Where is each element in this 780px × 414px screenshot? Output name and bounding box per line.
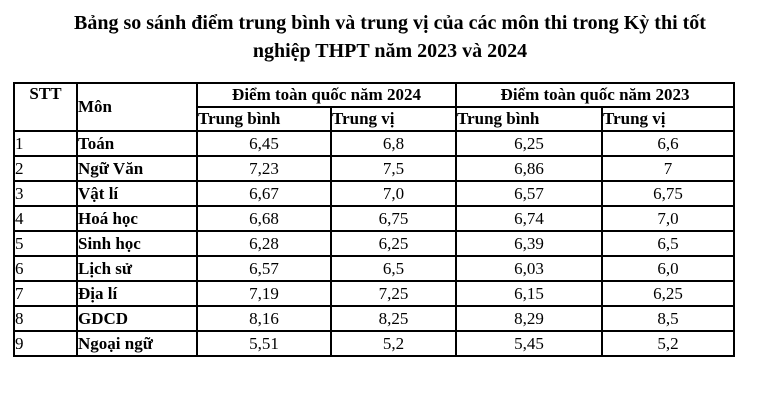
cell-stt: 4 [13, 205, 78, 232]
cell-subject: Hoá học [76, 205, 198, 232]
cell-mean-2024: 6,28 [196, 230, 332, 257]
cell-subject: Ngữ Văn [76, 155, 198, 182]
cell-mean-2023: 6,86 [455, 155, 603, 182]
cell-median-2023: 6,25 [601, 280, 735, 307]
cell-mean-2023: 6,15 [455, 280, 603, 307]
cell-subject: Ngoại ngữ [76, 330, 198, 357]
header-group-2024: Điểm toàn quốc năm 2024 [196, 82, 457, 108]
cell-mean-2024: 7,19 [196, 280, 332, 307]
cell-mean-2024: 6,68 [196, 205, 332, 232]
cell-median-2024: 6,25 [330, 230, 457, 257]
title-line-2: nghiệp THPT năm 2023 và 2024 [252, 40, 528, 62]
cell-median-2023: 6,6 [601, 130, 735, 157]
cell-subject: Địa lí [76, 280, 198, 307]
cell-mean-2023: 6,25 [455, 130, 603, 157]
header-median-2023: Trung vị [601, 106, 735, 132]
table-row: 2 Ngữ Văn 7,23 7,5 6,86 7 [13, 155, 735, 182]
cell-mean-2023: 6,74 [455, 205, 603, 232]
cell-subject: Vật lí [76, 180, 198, 207]
cell-mean-2023: 6,03 [455, 255, 603, 282]
table-row: 1 Toán 6,45 6,8 6,25 6,6 [13, 130, 735, 157]
cell-median-2024: 5,2 [330, 330, 457, 357]
cell-stt: 5 [13, 230, 78, 257]
cell-median-2024: 6,75 [330, 205, 457, 232]
cell-mean-2024: 6,57 [196, 255, 332, 282]
cell-median-2024: 6,8 [330, 130, 457, 157]
cell-stt: 7 [13, 280, 78, 307]
cell-mean-2024: 5,51 [196, 330, 332, 357]
table-row: 8 GDCD 8,16 8,25 8,29 8,5 [13, 305, 735, 332]
cell-median-2023: 6,0 [601, 255, 735, 282]
cell-median-2023: 6,5 [601, 230, 735, 257]
cell-subject: Toán [76, 130, 198, 157]
table-row: 9 Ngoại ngữ 5,51 5,2 5,45 5,2 [13, 330, 735, 357]
scores-comparison-table: STT Môn Điểm toàn quốc năm 2024 Điểm toà… [13, 82, 735, 357]
header-group-2023: Điểm toàn quốc năm 2023 [455, 82, 735, 108]
header-stt: STT [13, 82, 78, 132]
cell-mean-2023: 6,57 [455, 180, 603, 207]
cell-stt: 1 [13, 130, 78, 157]
cell-median-2023: 5,2 [601, 330, 735, 357]
cell-stt: 3 [13, 180, 78, 207]
cell-median-2023: 6,75 [601, 180, 735, 207]
cell-mean-2023: 6,39 [455, 230, 603, 257]
cell-stt: 9 [13, 330, 78, 357]
cell-median-2024: 7,0 [330, 180, 457, 207]
cell-median-2024: 8,25 [330, 305, 457, 332]
cell-median-2024: 6,5 [330, 255, 457, 282]
cell-mean-2023: 5,45 [455, 330, 603, 357]
header-mon: Môn [76, 82, 198, 132]
cell-median-2024: 7,5 [330, 155, 457, 182]
cell-subject: GDCD [76, 305, 198, 332]
table-row: 4 Hoá học 6,68 6,75 6,74 7,0 [13, 205, 735, 232]
cell-stt: 8 [13, 305, 78, 332]
page-title: Bảng so sánh điểm trung bình và trung vị… [0, 0, 780, 65]
cell-median-2024: 7,25 [330, 280, 457, 307]
cell-stt: 6 [13, 255, 78, 282]
cell-median-2023: 7 [601, 155, 735, 182]
table-row: 6 Lịch sử 6,57 6,5 6,03 6,0 [13, 255, 735, 282]
cell-mean-2023: 8,29 [455, 305, 603, 332]
cell-mean-2024: 6,67 [196, 180, 332, 207]
cell-stt: 2 [13, 155, 78, 182]
header-median-2024: Trung vị [330, 106, 457, 132]
title-line-1: Bảng so sánh điểm trung bình và trung vị… [74, 12, 706, 34]
cell-mean-2024: 8,16 [196, 305, 332, 332]
cell-mean-2024: 6,45 [196, 130, 332, 157]
cell-median-2023: 7,0 [601, 205, 735, 232]
cell-mean-2024: 7,23 [196, 155, 332, 182]
table-row: 3 Vật lí 6,67 7,0 6,57 6,75 [13, 180, 735, 207]
cell-subject: Lịch sử [76, 255, 198, 282]
header-row-groups: STT Môn Điểm toàn quốc năm 2024 Điểm toà… [13, 82, 735, 132]
header-row-measures: Trung bình Trung vị Trung bình Trung vị [14, 106, 735, 132]
table-row: 5 Sinh học 6,28 6,25 6,39 6,5 [13, 230, 735, 257]
header-mean-2023: Trung bình [455, 106, 603, 132]
header-mean-2024: Trung bình [196, 106, 332, 132]
cell-subject: Sinh học [76, 230, 198, 257]
table-row: 7 Địa lí 7,19 7,25 6,15 6,25 [13, 280, 735, 307]
cell-median-2023: 8,5 [601, 305, 735, 332]
